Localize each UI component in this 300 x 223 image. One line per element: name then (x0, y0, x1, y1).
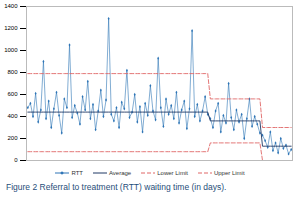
svg-text:800: 800 (7, 69, 18, 75)
html-text:Lower Limit: Lower Limit (157, 170, 188, 176)
html-text:RTT: RTT (71, 170, 83, 176)
svg-text:600: 600 (7, 91, 18, 97)
svg-text:1400: 1400 (4, 3, 18, 9)
svg-text:1200: 1200 (4, 25, 18, 31)
html-text:Average: Average (109, 170, 132, 176)
svg-text:400: 400 (7, 113, 18, 119)
svg-text:200: 200 (7, 135, 18, 141)
svg-text:1000: 1000 (4, 47, 18, 53)
html-text:Upper Limit: Upper Limit (213, 170, 245, 176)
svg-text:0: 0 (14, 157, 18, 163)
html-text:Figure 2 Referral to treatment: Figure 2 Referral to treatment (RTT) wai… (6, 182, 227, 192)
